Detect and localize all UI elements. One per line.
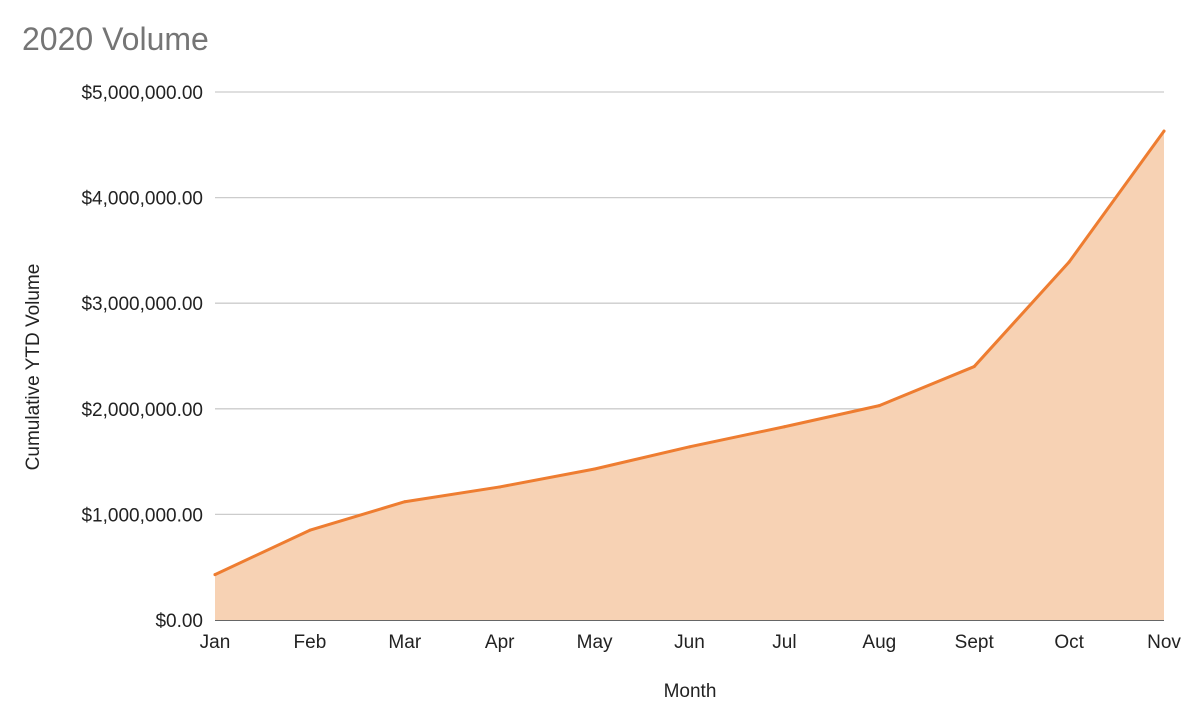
data-point (1067, 260, 1071, 264)
y-tick-label: $2,000,000.00 (81, 400, 203, 421)
y-tick-label: $5,000,000.00 (81, 83, 203, 104)
x-tick-label: Apr (485, 632, 515, 653)
y-tick-label: $4,000,000.00 (81, 189, 203, 210)
data-point (1162, 129, 1166, 133)
x-tick-label: Aug (862, 632, 896, 653)
x-axis-tick-labels: Jan Feb Mar Apr May Jun Jul Aug Sept Oct Nov (200, 632, 1182, 653)
data-point (972, 365, 976, 369)
x-tick-label: Mar (388, 632, 421, 653)
x-tick-label: Sept (955, 632, 995, 653)
area-fill (215, 131, 1164, 620)
x-tick-label: Jun (674, 632, 705, 653)
y-axis-tick-labels: $0.00 $1,000,000.00 $2,000,000.00 $3,000,00… (81, 83, 203, 632)
y-tick-label: $3,000,000.00 (81, 294, 203, 315)
x-tick-label: Jan (200, 632, 231, 653)
x-tick-label: Oct (1054, 632, 1084, 653)
series-area (215, 131, 1164, 620)
x-tick-label: Nov (1147, 632, 1181, 653)
data-point (498, 485, 502, 489)
data-point (213, 573, 217, 577)
series-line-group (213, 129, 1166, 577)
y-axis-title: Cumulative YTD Volume (23, 264, 44, 471)
data-point (782, 425, 786, 429)
data-point (403, 500, 407, 504)
x-tick-label: May (577, 632, 613, 653)
data-point (688, 445, 691, 449)
x-axis-title: Month (664, 681, 717, 702)
data-point (593, 467, 597, 471)
x-tick-label: Feb (294, 632, 327, 653)
y-tick-label: $0.00 (155, 611, 203, 632)
chart-title: 2020 Volume (22, 21, 209, 57)
y-tick-label: $1,000,000.00 (81, 505, 203, 526)
data-point (308, 528, 312, 532)
x-tick-label: Jul (772, 632, 796, 653)
data-point (877, 404, 881, 408)
